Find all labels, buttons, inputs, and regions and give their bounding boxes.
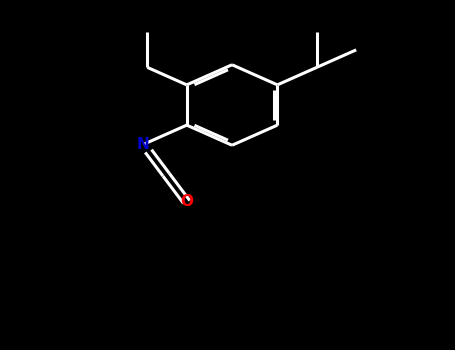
Text: N: N: [137, 137, 150, 152]
Text: O: O: [180, 195, 193, 209]
